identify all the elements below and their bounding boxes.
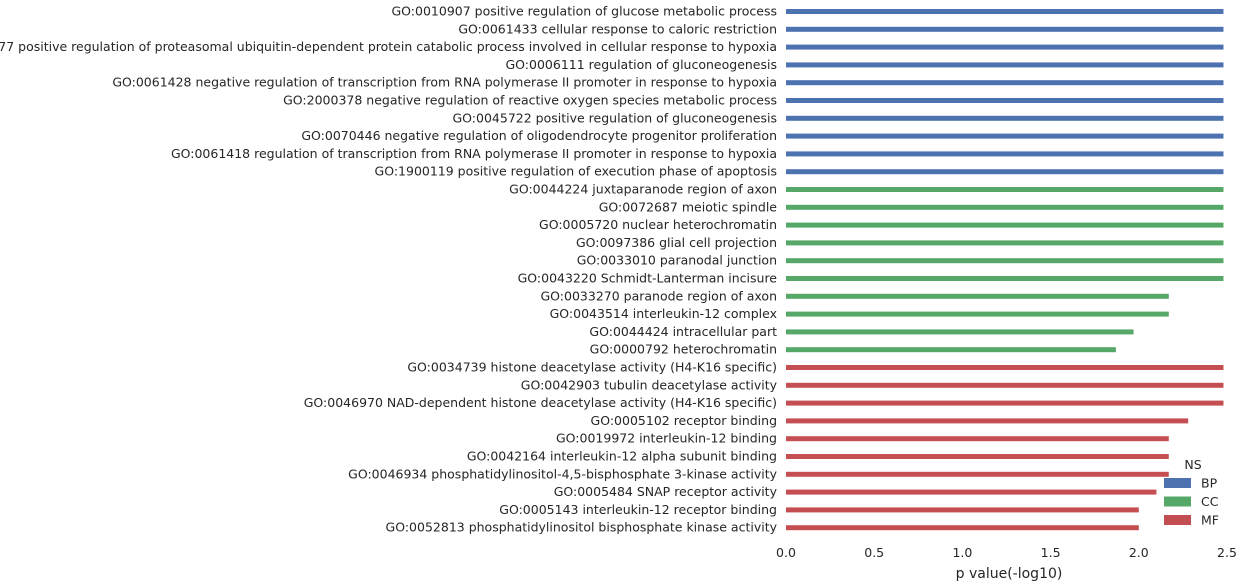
bar-cc <box>786 222 1224 228</box>
x-tick-label: 2.5 <box>1217 545 1237 560</box>
legend-label-mf: MF <box>1201 513 1219 528</box>
category-label: GO:0044424 intracellular part <box>589 324 777 339</box>
category-label: GO:0045722 positive regulation of glucon… <box>453 110 778 125</box>
x-tick-labels-group: 0.0 0.5 1.0 1.5 2.0 2.5 <box>776 545 1237 560</box>
category-label: GO:2000777 positive regulation of protea… <box>0 39 777 54</box>
category-label: GO:0070446 negative regulation of oligod… <box>301 128 777 143</box>
category-label: GO:0061418 regulation of transcription f… <box>171 146 777 161</box>
bar-cc <box>786 293 1169 299</box>
x-tick-label: 0.5 <box>864 545 884 560</box>
category-label: GO:0010907 positive regulation of glucos… <box>391 4 777 19</box>
bar-bp <box>786 169 1224 175</box>
bar-bp <box>786 115 1224 121</box>
category-labels-group: GO:0010907 positive regulation of glucos… <box>0 4 778 535</box>
bar-bp <box>786 26 1224 32</box>
category-label: GO:0005143 interleukin-12 receptor bindi… <box>499 502 777 517</box>
legend-swatch-cc <box>1164 496 1191 507</box>
bar-mf <box>786 489 1157 495</box>
bar-bp <box>786 62 1224 68</box>
bar-cc <box>786 347 1116 353</box>
bar-cc <box>786 276 1224 281</box>
category-label: GO:0097386 glial cell projection <box>576 235 777 250</box>
bar-bp <box>786 151 1224 157</box>
legend-label-bp: BP <box>1201 476 1218 491</box>
category-label: GO:0019972 interleukin-12 binding <box>556 431 777 446</box>
category-label: GO:0005102 receptor binding <box>591 413 777 428</box>
bar-bp <box>786 44 1224 50</box>
x-tick-label: 0.0 <box>776 545 796 560</box>
x-axis-label: p value(-log10) <box>956 566 1063 582</box>
category-label: GO:1900119 positive regulation of execut… <box>375 164 777 179</box>
category-label: GO:0042903 tubulin deacetylase activity <box>521 377 778 392</box>
bar-cc <box>786 329 1134 335</box>
category-label: GO:0043220 Schmidt-Lanterman incisure <box>518 271 778 286</box>
bar-mf <box>786 507 1139 513</box>
category-label: GO:0044224 juxtaparanode region of axon <box>509 182 777 197</box>
bar-cc <box>786 311 1169 317</box>
legend: NS BP CC MF <box>1164 457 1219 528</box>
category-label: GO:0006111 regulation of gluconeogenesis <box>506 57 778 72</box>
legend-label-cc: CC <box>1201 494 1219 509</box>
bar-cc <box>786 187 1224 192</box>
x-tick-label: 1.5 <box>1041 545 1061 560</box>
category-label: GO:0005484 SNAP receptor activity <box>554 484 778 499</box>
bar-mf <box>786 471 1169 477</box>
legend-title: NS <box>1184 457 1201 472</box>
x-tick-label: 1.0 <box>952 545 972 560</box>
category-label: GO:0005720 nuclear heterochromatin <box>539 217 777 232</box>
category-label: GO:0072687 meiotic spindle <box>599 199 778 214</box>
category-label: GO:2000378 negative regulation of reacti… <box>283 93 777 108</box>
category-label: GO:0061428 negative regulation of transc… <box>112 75 777 90</box>
bar-mf <box>786 382 1224 388</box>
category-label: GO:0046970 NAD-dependent histone deacety… <box>304 395 777 410</box>
x-tick-label: 2.0 <box>1129 545 1149 560</box>
category-label: GO:0052813 phosphatidylinositol bisphosp… <box>386 520 778 535</box>
category-label: GO:0000792 heterochromatin <box>590 342 777 357</box>
bar-mf <box>786 436 1169 442</box>
bar-mf <box>786 525 1139 531</box>
bar-bp <box>786 9 1224 14</box>
bar-mf <box>786 400 1224 406</box>
category-label: GO:0046934 phosphatidylinositol-4,5-bisp… <box>348 466 777 481</box>
bar-cc <box>786 240 1224 246</box>
category-label: GO:0043514 interleukin-12 complex <box>550 306 777 321</box>
category-label: GO:0061433 cellular response to caloric … <box>458 21 777 36</box>
bar-mf <box>786 365 1224 370</box>
legend-swatch-mf <box>1164 515 1191 525</box>
bar-cc <box>786 258 1224 264</box>
category-label: GO:0033270 paranode region of axon <box>541 288 778 303</box>
bar-cc <box>786 204 1224 210</box>
category-label: GO:0042164 interleukin-12 alpha subunit … <box>467 449 777 464</box>
category-label: GO:0033010 paranodal junction <box>577 253 777 268</box>
bar-bp <box>786 80 1224 86</box>
legend-swatch-bp <box>1164 478 1191 488</box>
bar-bp <box>786 133 1224 139</box>
bars-group <box>786 9 1224 531</box>
category-label: GO:0034739 histone deacetylase activity … <box>407 360 777 375</box>
bar-mf <box>786 454 1169 459</box>
bar-bp <box>786 98 1224 103</box>
bar-mf <box>786 418 1189 424</box>
